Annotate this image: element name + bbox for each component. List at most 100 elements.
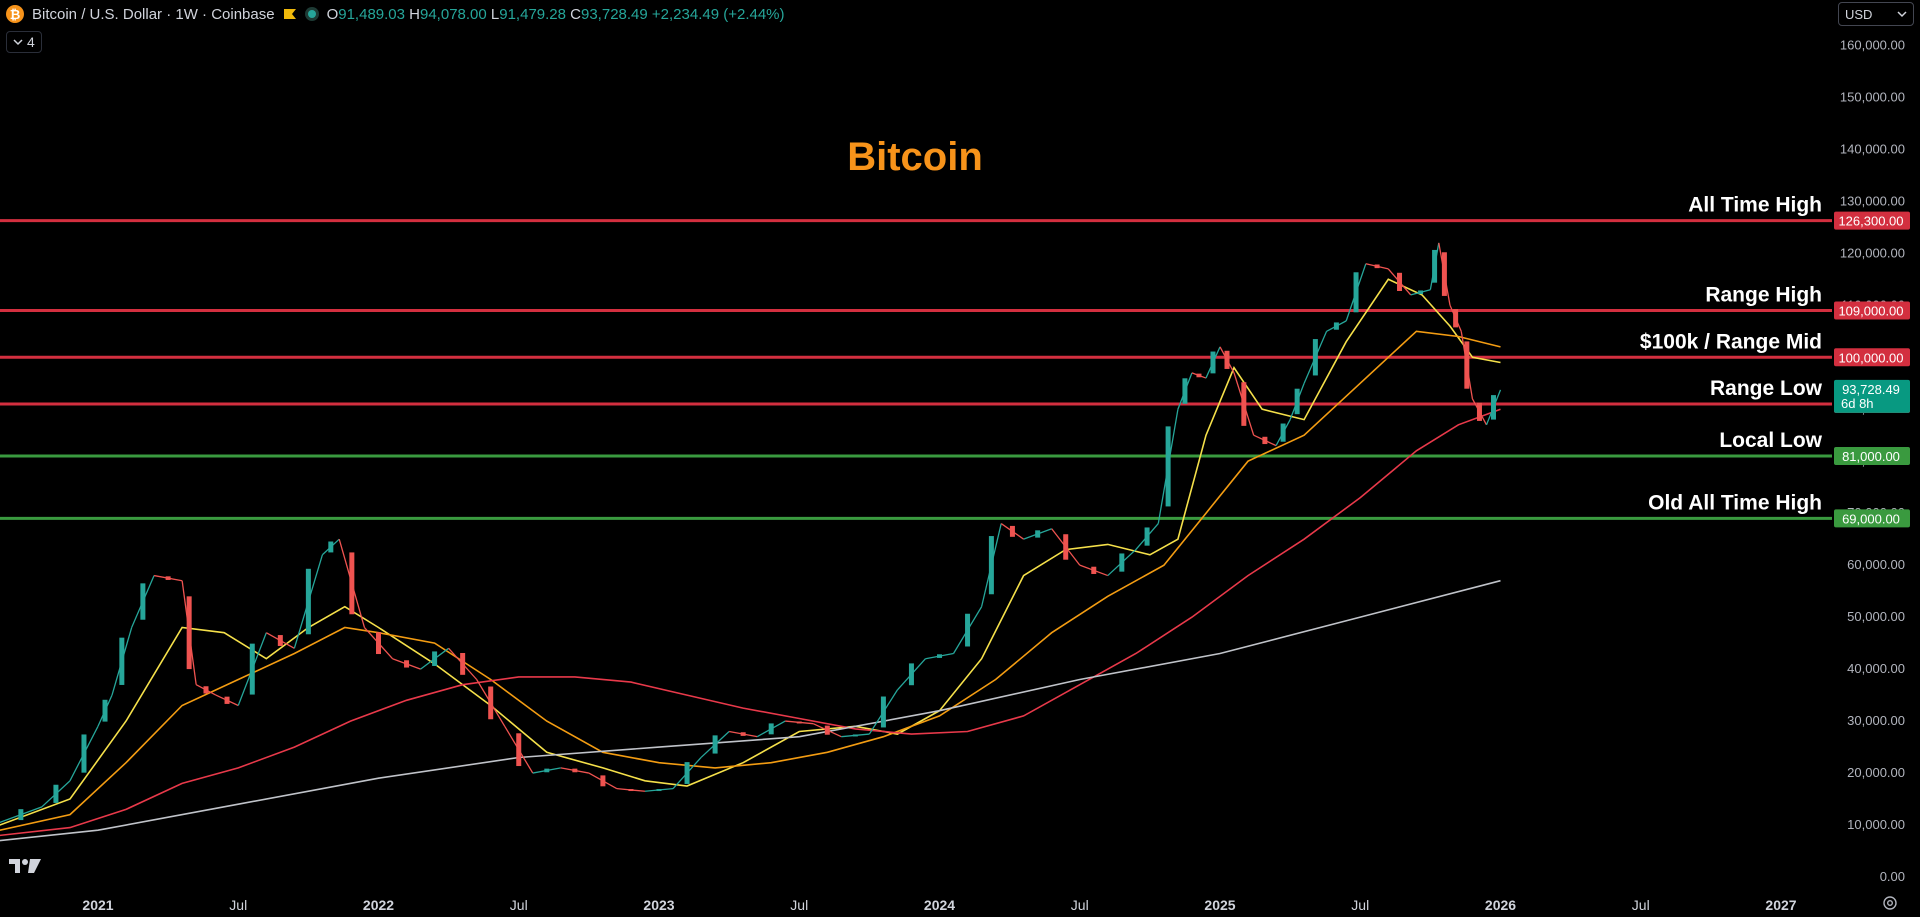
moving-average-line (0, 278, 1501, 826)
price-candle (988, 536, 994, 595)
currency-value: USD (1845, 6, 1873, 22)
ohlc-values: O91,489.03 H94,078.00 L91,479.28 C93,728… (327, 6, 785, 23)
price-candle (277, 635, 283, 646)
price-candle (600, 775, 606, 787)
price-candle (740, 732, 746, 736)
time-axis[interactable]: 2021 Jul 2022 Jul 2023 Jul 2024 Jul 2025 Jul 2026 J… (82, 897, 1796, 913)
level-price-text: 126,300.00 (1838, 214, 1903, 229)
level-name: Range High (1705, 283, 1822, 306)
price-candle (628, 789, 634, 792)
level-price-text: 109,000.00 (1838, 303, 1903, 318)
price-candle (768, 723, 774, 735)
y-tick-label: 10,000.00 (1847, 817, 1905, 832)
open-label: O (326, 5, 339, 23)
indicators-collapse-button[interactable]: 4 (6, 31, 42, 53)
price-candle (404, 660, 410, 668)
price-candle (165, 576, 171, 580)
price-candle (488, 686, 494, 720)
bitcoin-icon: ₿ (6, 5, 24, 23)
chevron-down-icon (13, 39, 23, 46)
low-value: 91,479.28 (499, 5, 566, 23)
price-candle (376, 632, 381, 655)
y-tick-label: 50,000.00 (1847, 609, 1905, 624)
price-candle (1353, 272, 1359, 313)
level-name: Range Low (1710, 377, 1823, 400)
flag-icon[interactable] (283, 7, 297, 21)
price-series (0, 242, 1502, 824)
price-candle (119, 637, 125, 685)
price-candle (460, 652, 466, 675)
price-candle (1165, 426, 1171, 507)
x-tick-label: 2023 (643, 897, 674, 913)
level-price-text: 69,000.00 (1842, 511, 1900, 526)
level-price-badge (1834, 211, 1910, 230)
x-tick-label: 2024 (924, 897, 955, 913)
y-tick-label: 0.00 (1880, 869, 1905, 884)
price-candle (937, 654, 942, 658)
gear-icon[interactable] (1882, 895, 1898, 911)
price-candle (102, 699, 108, 722)
y-tick-label: 140,000.00 (1840, 141, 1905, 156)
price-candle (1312, 339, 1318, 376)
moving-averages (0, 278, 1501, 842)
price-candle (203, 686, 209, 694)
tradingview-logo[interactable] (8, 855, 42, 877)
level-price-badge (1834, 447, 1910, 466)
price-candle (81, 734, 87, 773)
chart-title: Bitcoin (847, 135, 983, 179)
high-value: 94,078.00 (420, 5, 487, 23)
x-tick-label: Jul (229, 897, 247, 913)
price-candle (1490, 395, 1496, 420)
price-candle (656, 789, 662, 792)
price-candle (140, 583, 146, 620)
y-tick-label: 160,000.00 (1840, 37, 1905, 52)
y-tick-label: 60,000.00 (1847, 557, 1905, 572)
level-price-badge (1834, 348, 1910, 367)
bar-countdown-text: 6d 8h (1841, 396, 1874, 411)
y-tick-label: 150,000.00 (1840, 89, 1905, 104)
price-candle (349, 552, 355, 615)
x-tick-label: 2027 (1765, 897, 1796, 913)
price-candle (880, 696, 886, 728)
x-tick-label: Jul (1071, 897, 1089, 913)
moving-average-line (0, 330, 1501, 831)
currency-select[interactable]: USD (1838, 2, 1914, 26)
price-candle (1397, 272, 1403, 291)
symbol-header: ₿ Bitcoin / U.S. Dollar · 1W · Coinbase … (0, 0, 1826, 28)
price-candle (824, 725, 830, 735)
price-candle (1476, 402, 1482, 421)
price-candle (712, 735, 718, 754)
x-tick-label: Jul (790, 897, 808, 913)
price-candle (1224, 350, 1230, 369)
chevron-down-icon (1897, 11, 1907, 18)
level-name: $100k / Range Mid (1640, 330, 1822, 353)
x-tick-label: Jul (1632, 897, 1650, 913)
market-open-icon (304, 7, 319, 21)
price-badges: 126,300.00109,000.00100,000.0091,000.008… (1834, 211, 1910, 528)
level-lines: All Time High Range High $100k / Range Mid… (0, 194, 1832, 520)
price-candle (572, 768, 578, 773)
price-candle (432, 651, 438, 666)
last-price-text: 93,728.49 (1842, 382, 1900, 397)
level-price-badge (1834, 301, 1910, 320)
price-candle (684, 762, 690, 784)
price-candle (1119, 553, 1125, 572)
price-candle (186, 596, 192, 670)
close-value: 93,728.49 (581, 5, 648, 23)
price-candle (1210, 351, 1216, 374)
x-tick-label: Jul (510, 897, 528, 913)
price-candle (1182, 378, 1188, 404)
symbol-title[interactable]: Bitcoin / U.S. Dollar · 1W · Coinbase (32, 5, 275, 23)
price-candle (1241, 382, 1247, 426)
price-candle (18, 809, 24, 821)
y-tick-label: 120,000.00 (1840, 245, 1905, 260)
level-price-text: 81,000.00 (1842, 449, 1900, 464)
price-candle (908, 663, 914, 686)
price-candle (1063, 534, 1069, 560)
price-candle (852, 734, 858, 737)
price-candle (1280, 423, 1286, 442)
level-price-badge (1834, 509, 1910, 528)
y-tick-label: 30,000.00 (1847, 713, 1905, 728)
x-tick-label: 2022 (363, 897, 394, 913)
